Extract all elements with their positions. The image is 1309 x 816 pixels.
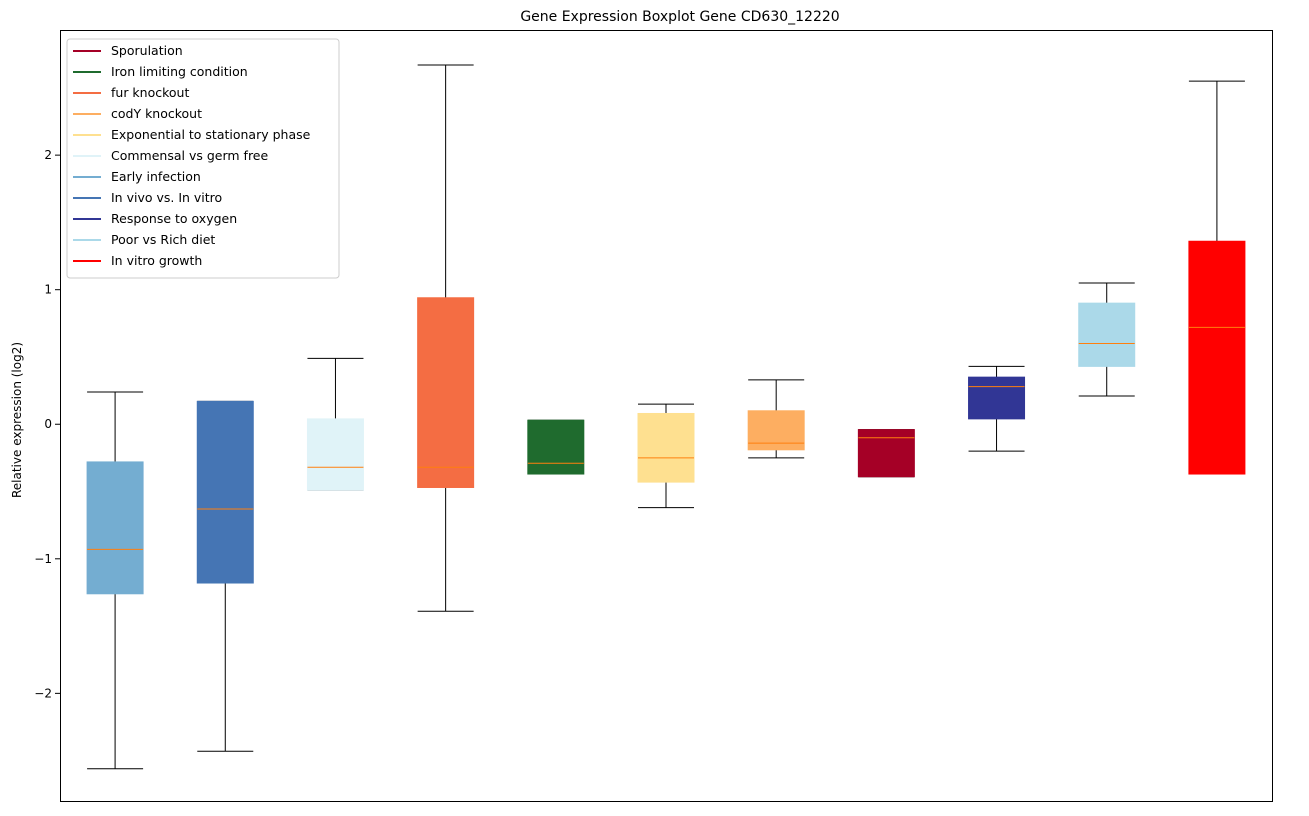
y-tick-label: −1 xyxy=(34,552,52,566)
legend-entry: Iron limiting condition xyxy=(73,64,248,79)
box-body xyxy=(306,418,364,491)
box-group xyxy=(86,391,144,770)
legend-label: Exponential to stationary phase xyxy=(111,127,311,142)
y-tick-label: 0 xyxy=(44,417,52,431)
y-tick-label: −2 xyxy=(34,686,52,700)
box-body xyxy=(637,412,695,483)
legend-entry: Exponential to stationary phase xyxy=(73,127,311,142)
y-axis-label: Relative expression (log2) xyxy=(10,342,24,498)
box-group xyxy=(968,365,1026,452)
y-tick-label: 1 xyxy=(44,283,52,297)
chart-title: Gene Expression Boxplot Gene CD630_12220 xyxy=(520,9,839,25)
legend-entry: Sporulation xyxy=(73,43,183,58)
box-group xyxy=(1078,282,1136,397)
legend: Sporulation Iron limiting condition fur kn… xyxy=(66,38,340,279)
y-axis: −2 −1 0 1 2 xyxy=(34,148,60,700)
legend-entry: Poor vs Rich diet xyxy=(73,232,215,247)
legend-label: codY knockout xyxy=(111,106,202,121)
legend-label: Commensal vs germ free xyxy=(111,148,268,163)
legend-entry: Commensal vs germ free xyxy=(73,148,268,163)
box-body xyxy=(417,297,475,488)
boxes-layer xyxy=(86,64,1246,770)
legend-entry: Early infection xyxy=(73,169,201,184)
box-body xyxy=(86,461,144,595)
legend-entry: In vivo vs. In vitro xyxy=(73,190,222,205)
legend-entry: codY knockout xyxy=(73,106,202,121)
legend-label: In vitro growth xyxy=(111,253,202,268)
box-body xyxy=(196,400,254,584)
box-body xyxy=(527,419,585,475)
legend-label: In vivo vs. In vitro xyxy=(111,190,222,205)
box-group xyxy=(527,419,585,475)
legend-label: Iron limiting condition xyxy=(111,64,248,79)
box-body xyxy=(1188,240,1246,475)
legend-entry: Response to oxygen xyxy=(73,211,237,226)
legend-label: Sporulation xyxy=(111,43,183,58)
legend-label: fur knockout xyxy=(111,85,189,100)
box-group xyxy=(196,400,254,752)
box-group xyxy=(857,429,915,478)
box-group xyxy=(1188,80,1246,475)
legend-frame xyxy=(66,38,340,279)
y-tick-label: 2 xyxy=(44,148,52,162)
legend-entry: In vitro growth xyxy=(73,253,202,268)
box-body xyxy=(857,429,915,478)
plot-frame xyxy=(60,30,1273,802)
legend-label: Poor vs Rich diet xyxy=(111,232,215,247)
box-group xyxy=(747,379,805,459)
box-body xyxy=(968,376,1026,420)
legend-label: Early infection xyxy=(111,169,201,184)
legend-entry: fur knockout xyxy=(73,85,189,100)
box-group xyxy=(306,357,364,491)
box-body xyxy=(1078,302,1136,367)
box-group xyxy=(417,64,475,612)
box-body xyxy=(747,410,805,451)
legend-label: Response to oxygen xyxy=(111,211,237,226)
box-group xyxy=(637,403,695,509)
